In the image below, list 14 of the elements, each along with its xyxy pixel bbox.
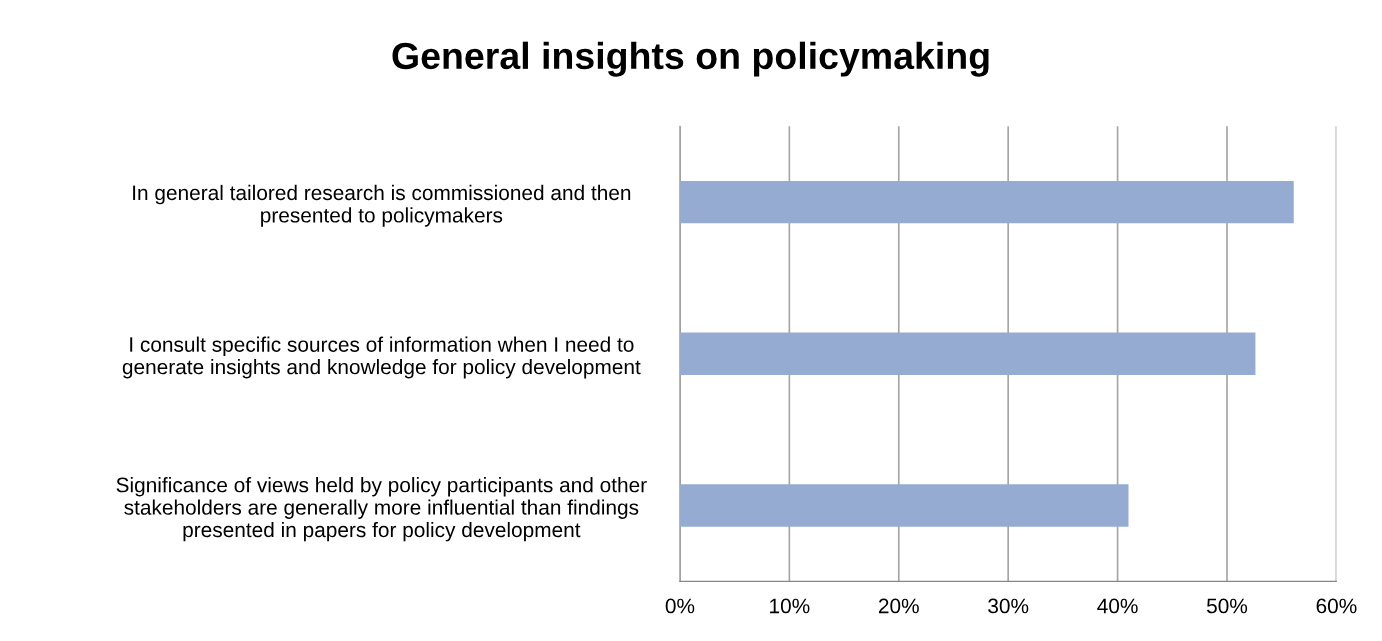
bar bbox=[679, 332, 1256, 376]
y-tick-label: Significance of views held by policy participants and other stakeholders are generally more influential than findings presented in papers for policy development bbox=[116, 477, 647, 542]
x-tick-label: 50% bbox=[1206, 598, 1248, 614]
x-tick-label: 0% bbox=[665, 598, 695, 614]
bar bbox=[679, 180, 1294, 224]
x-tick-label: 30% bbox=[988, 598, 1029, 614]
chart-title: General insights on policymaking bbox=[392, 41, 989, 77]
x-tick-label: 10% bbox=[770, 598, 810, 614]
x-tick-label: 20% bbox=[878, 598, 919, 614]
bar bbox=[679, 484, 1129, 527]
x-tick-label: 40% bbox=[1097, 598, 1138, 614]
x-tick-label: 60% bbox=[1316, 598, 1357, 614]
y-tick-label: I consult specific sources of information when I need to generate insights and knowledge for policy development bbox=[122, 336, 641, 379]
y-tick-label: In general tailored research is commissioned and then presented to policymakers bbox=[133, 184, 631, 227]
